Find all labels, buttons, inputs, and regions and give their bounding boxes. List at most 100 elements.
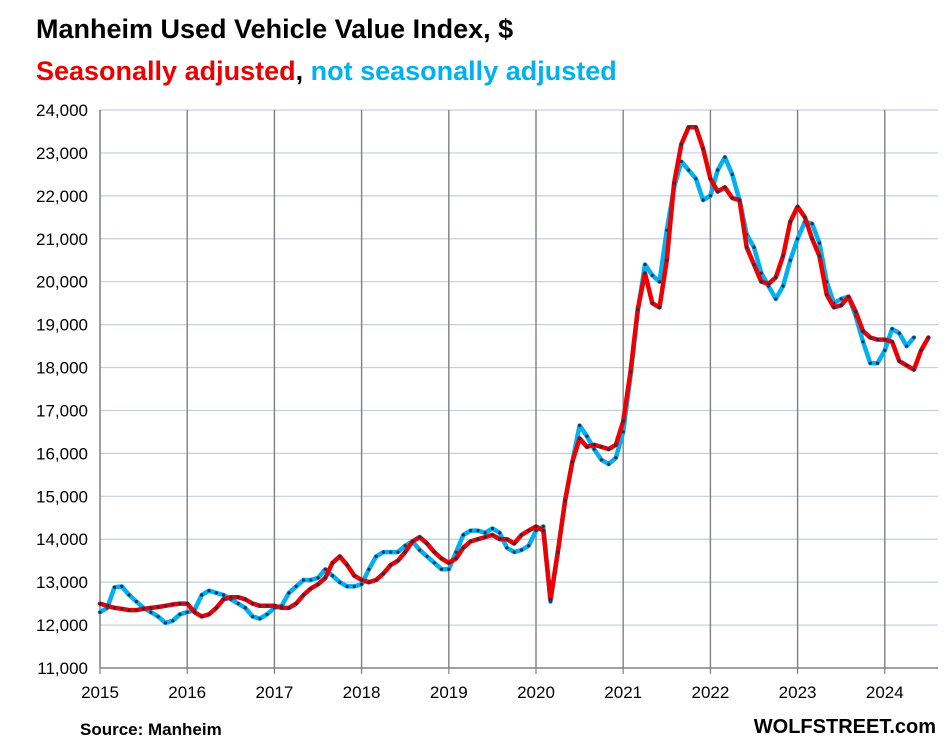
data-point [817, 241, 822, 245]
data-point [490, 533, 494, 537]
y-tick-label: 24,000 [36, 101, 88, 120]
y-tick-label: 21,000 [36, 230, 88, 249]
data-point [345, 563, 349, 567]
data-point [447, 561, 451, 565]
data-point [309, 578, 313, 582]
data-point [868, 335, 872, 340]
data-point [316, 576, 320, 580]
data-point [548, 597, 553, 601]
series-layer [97, 124, 931, 626]
data-point [171, 619, 175, 623]
data-point [352, 574, 356, 578]
data-point [425, 554, 429, 559]
data-point [498, 531, 502, 535]
x-tick-label: 2019 [430, 683, 468, 702]
data-point [469, 529, 473, 533]
subtitle-seasonally-adjusted: Seasonally adjusted [36, 56, 296, 86]
data-point [112, 606, 117, 610]
data-point [243, 606, 247, 610]
x-tick-label: 2017 [255, 683, 293, 702]
data-point [309, 587, 313, 591]
data-point [200, 614, 204, 619]
data-point [926, 335, 931, 340]
y-tick-label: 20,000 [36, 273, 88, 292]
data-point [868, 361, 872, 365]
data-point [490, 526, 494, 531]
data-point [875, 338, 880, 342]
data-point [890, 327, 894, 331]
data-point [178, 602, 182, 606]
x-tick-label: 2021 [604, 683, 642, 702]
x-tick-label: 2023 [779, 683, 817, 702]
data-point [527, 544, 531, 548]
data-point [628, 370, 633, 374]
data-point [657, 305, 662, 309]
data-point [330, 574, 335, 578]
data-point [432, 561, 436, 565]
x-tick-label: 2024 [866, 683, 904, 702]
data-point [883, 348, 887, 352]
data-point [316, 582, 320, 586]
x-tick-label: 2015 [81, 683, 119, 702]
data-point [367, 567, 371, 571]
data-point [607, 462, 611, 466]
data-point [643, 262, 647, 267]
data-point [766, 282, 771, 286]
data-point [781, 284, 785, 288]
data-point [149, 606, 153, 610]
y-tick-label: 22,000 [36, 187, 88, 206]
data-point [207, 589, 211, 593]
data-point [737, 198, 742, 202]
data-point [788, 220, 792, 224]
data-point [105, 604, 109, 608]
data-point [360, 578, 364, 582]
data-point [585, 434, 589, 438]
data-point [483, 535, 487, 539]
data-point [716, 190, 720, 194]
data-point [556, 550, 560, 554]
data-point [156, 605, 160, 609]
data-point [374, 554, 378, 559]
y-tick-label: 14,000 [36, 530, 88, 549]
data-point [912, 335, 916, 340]
data-point [221, 597, 226, 601]
data-point [774, 297, 778, 301]
data-point [272, 604, 276, 608]
y-tick-label: 12,000 [36, 616, 88, 635]
data-point [374, 578, 378, 582]
data-point [287, 591, 291, 595]
data-point [788, 258, 792, 262]
data-point [875, 361, 880, 365]
data-point [730, 196, 734, 200]
data-point [163, 604, 167, 608]
data-point [541, 524, 545, 529]
vertical-gridlines [186, 110, 886, 668]
data-point [694, 177, 698, 181]
data-point [810, 237, 814, 241]
data-point [447, 567, 451, 571]
data-point [643, 271, 647, 275]
data-point [919, 348, 923, 352]
data-point [759, 271, 763, 275]
data-point [905, 344, 909, 348]
data-point [396, 559, 400, 563]
data-point [519, 548, 524, 552]
data-point [98, 610, 102, 614]
data-point [171, 602, 175, 607]
data-point [810, 222, 814, 226]
data-point [229, 595, 233, 599]
data-point [781, 254, 785, 258]
data-point [817, 254, 822, 258]
data-point [142, 607, 146, 611]
data-point [243, 597, 247, 601]
data-point [236, 602, 240, 606]
data-point [650, 301, 654, 305]
data-point [120, 607, 124, 611]
y-tick-label: 17,000 [36, 401, 88, 420]
horizontal-gridlines [100, 109, 938, 626]
axes [99, 110, 938, 674]
data-point [207, 612, 211, 616]
data-point [251, 614, 255, 619]
data-point [418, 548, 422, 552]
data-point [541, 529, 545, 533]
